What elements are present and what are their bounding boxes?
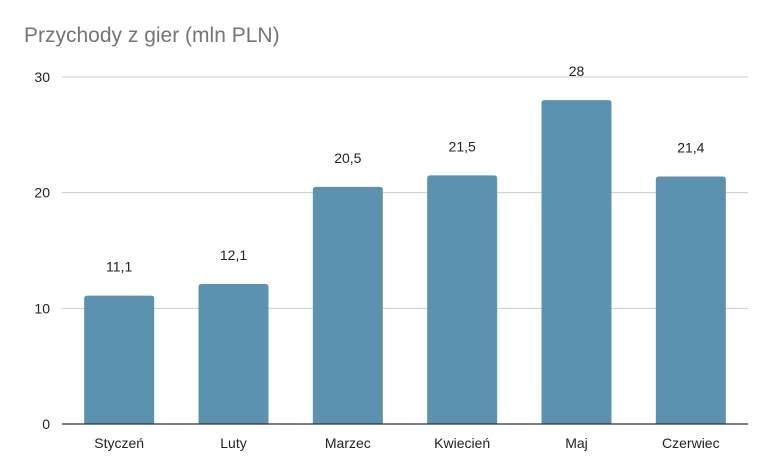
x-tick-label: Czerwiec: [662, 435, 720, 451]
bar: [84, 295, 155, 424]
data-label: 21,4: [677, 139, 704, 155]
x-tick-label: Maj: [565, 435, 588, 451]
bar: [427, 175, 498, 424]
y-tick-label: 10: [34, 300, 50, 316]
x-tick-label: Kwiecień: [434, 435, 490, 451]
data-label: 11,1: [106, 259, 132, 275]
data-label: 28: [569, 63, 585, 79]
data-label: 20,5: [334, 150, 361, 166]
data-label: 12,1: [220, 247, 247, 263]
y-tick-label: 20: [34, 185, 50, 201]
bar: [312, 186, 383, 424]
chart-title: Przychody z gier (mln PLN): [24, 24, 280, 47]
data-label: 21,5: [449, 138, 476, 154]
x-tick-label: Luty: [220, 435, 246, 451]
bar: [198, 284, 269, 424]
y-tick-label: 0: [42, 416, 50, 432]
x-tick-label: Marzec: [325, 435, 371, 451]
x-tick-label: Styczeń: [94, 435, 144, 451]
y-tick-label: 30: [34, 69, 50, 85]
bar: [541, 100, 612, 424]
bar: [655, 176, 726, 424]
